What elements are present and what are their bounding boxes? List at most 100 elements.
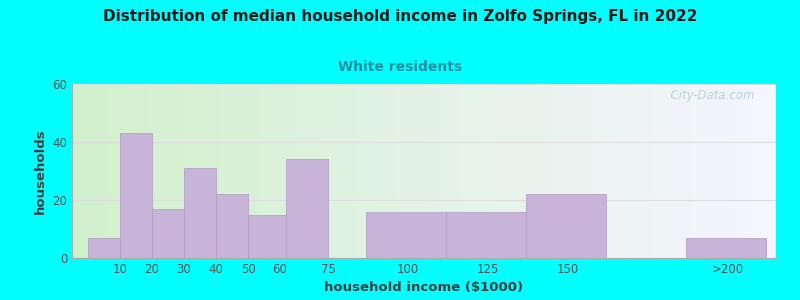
Bar xyxy=(184,168,216,258)
Bar xyxy=(431,84,434,258)
Bar xyxy=(670,84,674,258)
Bar xyxy=(389,84,392,258)
Bar xyxy=(550,84,554,258)
Bar xyxy=(269,84,273,258)
Bar xyxy=(93,84,97,258)
Bar xyxy=(386,84,389,258)
Bar xyxy=(610,84,614,258)
Bar xyxy=(399,84,403,258)
Bar xyxy=(686,238,766,258)
Bar xyxy=(97,84,100,258)
Bar xyxy=(368,84,371,258)
Bar xyxy=(286,159,328,258)
Bar xyxy=(366,212,446,258)
Bar xyxy=(554,84,558,258)
Bar xyxy=(586,84,590,258)
Bar xyxy=(298,84,301,258)
Bar xyxy=(202,84,206,258)
Bar xyxy=(326,84,329,258)
Bar xyxy=(491,84,494,258)
Bar xyxy=(403,84,406,258)
Bar xyxy=(79,84,82,258)
Bar xyxy=(245,84,248,258)
Bar xyxy=(709,84,713,258)
Bar xyxy=(544,84,547,258)
Bar xyxy=(88,238,120,258)
Bar xyxy=(734,84,738,258)
Bar xyxy=(329,84,333,258)
Bar xyxy=(480,84,484,258)
Bar xyxy=(572,84,575,258)
Bar xyxy=(590,84,593,258)
Bar xyxy=(695,84,698,258)
Bar xyxy=(582,84,586,258)
Bar xyxy=(248,214,286,258)
Bar xyxy=(663,84,667,258)
Bar xyxy=(445,84,449,258)
Bar xyxy=(163,84,167,258)
Bar xyxy=(188,84,192,258)
Bar xyxy=(762,84,766,258)
Bar xyxy=(530,84,533,258)
Bar xyxy=(286,84,290,258)
Bar xyxy=(210,84,213,258)
Bar xyxy=(396,84,399,258)
Bar xyxy=(466,84,470,258)
Bar xyxy=(198,84,202,258)
Bar xyxy=(773,84,776,258)
Bar xyxy=(748,84,751,258)
Bar xyxy=(515,84,519,258)
Bar xyxy=(678,84,681,258)
Bar xyxy=(125,84,128,258)
Bar xyxy=(766,84,769,258)
Bar xyxy=(579,84,582,258)
Bar xyxy=(227,84,230,258)
Bar xyxy=(238,84,241,258)
Bar xyxy=(691,84,695,258)
Bar xyxy=(741,84,744,258)
Bar xyxy=(343,84,346,258)
Bar xyxy=(575,84,579,258)
Bar xyxy=(241,84,245,258)
Bar xyxy=(361,84,364,258)
Bar xyxy=(146,84,150,258)
Bar xyxy=(614,84,618,258)
Bar xyxy=(248,84,251,258)
Bar xyxy=(744,84,748,258)
Bar xyxy=(382,84,386,258)
Bar xyxy=(494,84,498,258)
Bar xyxy=(273,84,276,258)
Bar xyxy=(283,84,286,258)
Bar xyxy=(716,84,720,258)
Text: City-Data.com: City-Data.com xyxy=(663,89,755,102)
Bar xyxy=(459,84,462,258)
Bar xyxy=(100,84,104,258)
Bar xyxy=(290,84,294,258)
Bar xyxy=(294,84,298,258)
Bar xyxy=(336,84,339,258)
Bar xyxy=(118,84,122,258)
Bar xyxy=(354,84,357,258)
Bar xyxy=(621,84,625,258)
Bar xyxy=(378,84,382,258)
Bar xyxy=(656,84,660,258)
Bar xyxy=(410,84,414,258)
Bar xyxy=(181,84,185,258)
Bar xyxy=(135,84,139,258)
Bar xyxy=(526,194,606,258)
Bar xyxy=(346,84,350,258)
Bar xyxy=(702,84,706,258)
Bar xyxy=(681,84,685,258)
Bar xyxy=(505,84,509,258)
Bar xyxy=(726,84,730,258)
Bar xyxy=(547,84,550,258)
Bar xyxy=(653,84,656,258)
Bar xyxy=(434,84,438,258)
Bar xyxy=(339,84,343,258)
Bar xyxy=(462,84,466,258)
Bar xyxy=(438,84,442,258)
Bar xyxy=(484,84,487,258)
Bar xyxy=(350,84,354,258)
Bar xyxy=(417,84,421,258)
Bar xyxy=(333,84,336,258)
